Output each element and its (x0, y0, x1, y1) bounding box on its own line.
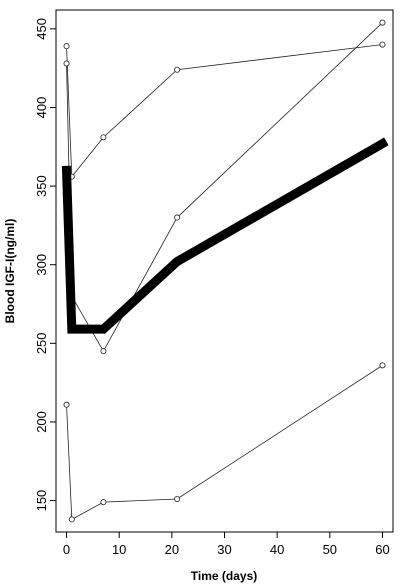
x-tick-label-10: 10 (112, 542, 126, 557)
x-axis: 0 10 20 30 40 50 60 (63, 532, 390, 557)
series-3-point-1 (63, 401, 70, 408)
y-tick-label-200: 200 (34, 411, 49, 433)
series-line-2 (66, 22, 383, 353)
y-tick-label-450: 450 (34, 18, 49, 40)
x-axis-title: Time (days) (191, 569, 257, 583)
x-tick-label-0: 0 (63, 542, 70, 557)
series-1-point-3 (100, 134, 107, 141)
series-1-point-5 (379, 41, 386, 48)
y-tick-label-400: 400 (34, 97, 49, 119)
series-2-point-1 (63, 60, 70, 67)
y-axis: 150 200 250 300 350 400 450 (34, 18, 56, 511)
x-tick-label-30: 30 (217, 542, 231, 557)
series-2-point-5 (379, 19, 386, 26)
series-3-point-5 (379, 362, 386, 369)
series-1-point-1 (63, 43, 70, 50)
series-1-point-4 (174, 66, 181, 73)
x-tick-label-40: 40 (270, 542, 284, 557)
plot-frame (55, 9, 394, 533)
mean-series-line-4 (61, 137, 389, 334)
series-3-point-2 (68, 516, 75, 523)
series-layer (61, 19, 389, 523)
x-tick-label-50: 50 (323, 542, 337, 557)
y-tick-label-150: 150 (34, 490, 49, 512)
series-2-point-4 (174, 214, 181, 221)
x-tick-label-60: 60 (375, 542, 389, 557)
series-3-point-4 (174, 495, 181, 502)
series-line-1 (66, 44, 383, 178)
y-tick-label-300: 300 (34, 254, 49, 276)
y-tick-label-250: 250 (34, 332, 49, 354)
series-2-point-3 (100, 348, 107, 355)
x-tick-label-20: 20 (165, 542, 179, 557)
y-axis-title: Blood IGF-I(ng/ml) (3, 219, 17, 324)
series-3-point-3 (100, 499, 107, 506)
series-line-3 (66, 365, 383, 521)
y-tick-label-350: 350 (34, 175, 49, 197)
